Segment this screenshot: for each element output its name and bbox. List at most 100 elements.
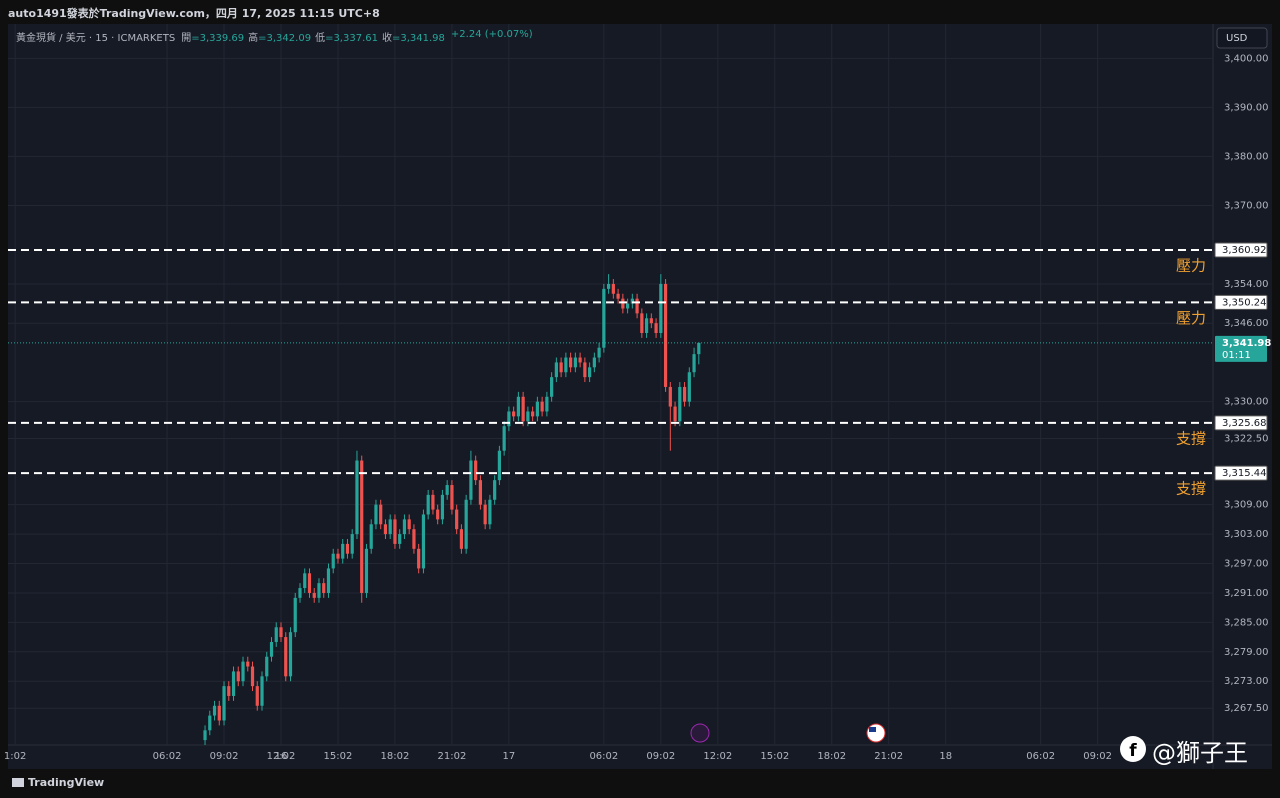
y-tick-label: 3,354.00 — [1224, 279, 1269, 290]
candle-body — [208, 715, 212, 731]
candle-body — [440, 494, 445, 520]
ohlc: 開=3,339.69 高=3,342.09 低=3,337.61 收=3,341.98 — [181, 29, 445, 44]
candle-body — [573, 357, 577, 368]
candle-body — [241, 661, 245, 682]
candle-body — [516, 396, 520, 417]
x-tick-label: 1:02 — [4, 751, 26, 762]
change: +2.24 (+0.07%) — [450, 29, 533, 40]
candle-body — [388, 519, 392, 535]
y-tick-label: 3,346.00 — [1224, 318, 1269, 329]
y-tick-label: 3,400.00 — [1224, 53, 1269, 64]
candle-body — [421, 514, 426, 569]
candle-body — [393, 519, 397, 544]
candle-body — [326, 568, 331, 593]
candle-body — [360, 460, 364, 593]
candle-body — [260, 676, 264, 706]
field-value: =3,342.09 — [258, 33, 312, 44]
candle-body — [212, 705, 217, 716]
candle-body — [597, 347, 601, 358]
y-tick-label: 3,330.00 — [1224, 397, 1269, 408]
y-tick-label: 3,303.00 — [1224, 529, 1269, 540]
candle-body — [246, 661, 250, 667]
x-tick-label: 15:02 — [324, 751, 353, 762]
level-name: 支撐 — [1176, 480, 1206, 498]
candle-body — [502, 426, 506, 451]
x-tick-label: 21:02 — [874, 751, 903, 762]
candle-body — [265, 656, 269, 677]
candle-body — [464, 499, 468, 549]
level-price: 3,360.92 — [1222, 245, 1267, 256]
candle-body — [369, 524, 373, 549]
candle-body — [379, 504, 383, 525]
watermark-icon — [1120, 736, 1146, 762]
x-tick-label: 18:02 — [817, 751, 846, 762]
candle-body — [312, 592, 316, 598]
candle-body — [445, 485, 449, 495]
candle-body — [426, 494, 430, 515]
ohlc-field: 收=3,341.98 — [382, 29, 445, 44]
event-icon[interactable] — [690, 723, 710, 743]
y-tick-label: 3,267.50 — [1224, 703, 1269, 714]
candle-body — [644, 318, 649, 333]
candle-body — [554, 362, 558, 378]
level-tag — [1214, 242, 1268, 258]
candle-body — [255, 686, 259, 706]
candle-body — [474, 460, 478, 481]
x-tick-label: 06:02 — [153, 751, 182, 762]
brand: TradingView — [28, 776, 105, 789]
candle-body — [455, 509, 459, 530]
x-tick-label: 12:02 — [703, 751, 732, 762]
candle-body — [592, 357, 596, 368]
field-value: =3,341.98 — [391, 33, 445, 44]
candle-body — [231, 671, 236, 696]
candle-body — [607, 283, 611, 289]
candle-body — [512, 411, 516, 417]
candle-body — [625, 303, 630, 309]
candle-body — [317, 583, 321, 598]
candle-body — [545, 396, 549, 412]
x-tick-label: 21:02 — [438, 751, 467, 762]
level-price: 3,350.24 — [1222, 297, 1267, 308]
level-tag — [1214, 465, 1268, 481]
candle-body — [350, 534, 354, 554]
field-label: 低 — [315, 33, 326, 44]
y-tick-label: 3,322.50 — [1224, 433, 1269, 444]
candle-body — [227, 686, 231, 696]
candle-body — [450, 485, 454, 510]
candle-body — [203, 730, 207, 741]
candle-body — [336, 553, 340, 559]
y-tick-label: 3,291.00 — [1224, 588, 1269, 599]
candle-body — [611, 283, 615, 294]
x-tick-label: 18 — [939, 751, 952, 762]
ohlc-field: 高=3,342.09 — [248, 29, 311, 44]
candle-body — [649, 318, 653, 324]
candle-body — [616, 293, 620, 299]
flag-canton — [869, 727, 876, 732]
event-icon[interactable] — [866, 723, 886, 743]
candle-body — [407, 519, 411, 530]
candle-body — [307, 573, 312, 593]
field-label: 高 — [248, 33, 259, 44]
y-tick-label: 3,273.00 — [1224, 676, 1269, 687]
candle-body — [493, 480, 497, 500]
currency-box[interactable] — [1216, 27, 1268, 49]
candle-body — [331, 553, 335, 569]
last-price-tag — [1215, 335, 1267, 362]
candle-body — [654, 323, 658, 333]
candle-body — [288, 632, 293, 677]
candle-body — [540, 401, 544, 412]
y-tick-label: 3,390.00 — [1224, 102, 1269, 113]
symbol[interactable]: 黃金現貨 / 美元 · 15 · ICMARKETS — [16, 33, 176, 44]
candle-body — [341, 543, 345, 559]
candle-body — [678, 386, 682, 422]
candle-body — [559, 362, 563, 373]
candle-body — [269, 642, 274, 657]
watermark: @獅子王 — [1152, 739, 1248, 767]
candle-body — [374, 504, 378, 525]
field-value: =3,337.61 — [325, 33, 378, 44]
candle-body — [236, 671, 240, 682]
candle-body — [521, 396, 525, 422]
candle-body — [588, 367, 592, 378]
